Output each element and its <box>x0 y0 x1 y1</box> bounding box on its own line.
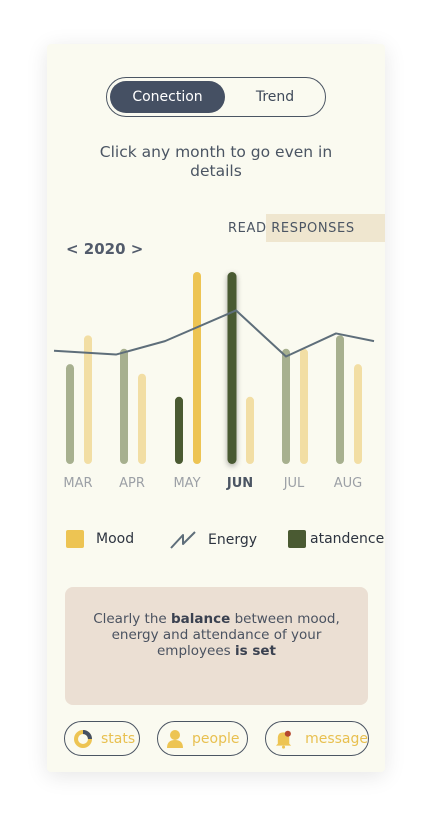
attendance-bar-aug[interactable] <box>336 335 344 464</box>
month-label-mar[interactable]: MAR <box>63 476 92 491</box>
insight-bold-1: balance <box>171 611 231 627</box>
month-label-may[interactable]: MAY <box>173 476 200 491</box>
month-label-jul[interactable]: JUL <box>283 476 305 491</box>
legend-mood-label: Mood <box>96 531 135 547</box>
mood-bar-apr[interactable] <box>138 373 146 464</box>
attendance-bar-jun[interactable] <box>227 272 237 464</box>
person-icon <box>167 729 183 748</box>
tab-trend[interactable]: Trend <box>255 89 295 105</box>
nav-message-label: message <box>305 730 368 747</box>
mood-bar-may[interactable] <box>193 272 201 464</box>
bell-icon <box>275 730 292 749</box>
nav-stats-label: stats <box>101 730 136 747</box>
energy-line <box>53 309 375 358</box>
legend-energy-label: Energy <box>208 532 258 548</box>
attendance-swatch <box>288 530 306 548</box>
read-responses-button[interactable]: READ RESPONSES <box>228 221 355 236</box>
attendance-bar-may[interactable] <box>175 396 183 464</box>
nav-stats-button[interactable]: stats <box>64 721 140 756</box>
tab-conection[interactable]: Conection <box>110 81 225 113</box>
legend-mood: Mood <box>66 530 134 548</box>
connection-chart: MAR APR MAY JUN JUL AUG <box>53 272 375 491</box>
attendance-bar-apr[interactable] <box>120 348 128 464</box>
mood-swatch <box>66 530 84 548</box>
insight-text-2: between mood, energy and attendance of y… <box>111 611 340 659</box>
read-responses-highlight <box>266 214 385 242</box>
instruction-text: Click any month to go even in details <box>99 143 333 180</box>
legend-attendance-label: atandence <box>310 531 385 547</box>
insight-box: Clearly the balance between mood, energy… <box>65 587 368 705</box>
legend-attendance: atandence <box>288 530 384 548</box>
insight-text-1: Clearly the <box>93 611 171 627</box>
mood-bar-jul[interactable] <box>300 348 308 464</box>
donut-chart-icon <box>74 729 92 748</box>
month-label-aug[interactable]: AUG <box>334 476 362 491</box>
insight-bold-2: is set <box>234 643 276 659</box>
nav-people-button[interactable]: people <box>157 721 248 756</box>
legend-energy: Energy <box>170 530 257 550</box>
month-label-apr[interactable]: APR <box>119 476 145 491</box>
mood-bar-aug[interactable] <box>354 364 362 464</box>
nav-message-button[interactable]: message <box>265 721 369 756</box>
attendance-bar-mar[interactable] <box>66 364 74 464</box>
mood-bar-mar[interactable] <box>84 335 92 464</box>
view-toggle: Conection Trend <box>106 77 326 117</box>
year-selector[interactable]: < 2020 > <box>66 240 144 258</box>
month-label-jun[interactable]: JUN <box>226 476 253 491</box>
mood-bar-jun[interactable] <box>246 396 254 464</box>
attendance-bar-jul[interactable] <box>282 348 290 464</box>
zigzag-line-icon <box>170 531 196 549</box>
nav-people-label: people <box>192 730 240 747</box>
